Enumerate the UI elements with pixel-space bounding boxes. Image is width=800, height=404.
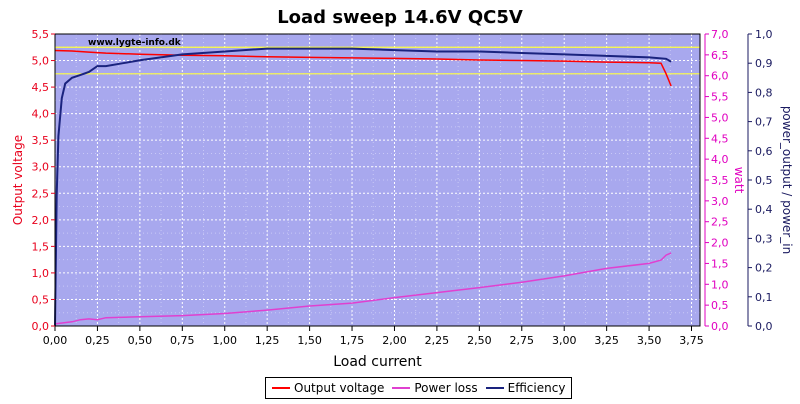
y-left-tick-label: 1,0 — [32, 267, 50, 280]
y-right2-tick-label: 0,8 — [755, 86, 773, 99]
y-left-tick-label: 3,0 — [32, 161, 50, 174]
y-right2-tick-label: 0,1 — [755, 291, 773, 304]
y-right2-tick-label: 0,3 — [755, 232, 773, 245]
y-left-tick-label: 5,5 — [32, 28, 50, 41]
y-right2-tick-label: 0,5 — [755, 174, 773, 187]
y-left-tick-label: 0,0 — [32, 320, 50, 333]
y-right1-tick-label: 5,0 — [711, 111, 729, 124]
legend-label-efficiency: Efficiency — [507, 381, 566, 395]
plot-frame — [54, 33, 701, 327]
y-right1-tick-label: 5,5 — [711, 91, 729, 104]
y-right1-tick-label: 7,0 — [711, 28, 729, 41]
legend-swatch-efficiency — [485, 387, 504, 389]
y-right1-tick-label: 2,0 — [711, 237, 729, 250]
watermark-text: www.lygte-info.dk — [88, 38, 182, 48]
x-tick-label: 1,00 — [212, 334, 237, 347]
series-line-efficiency — [54, 47, 672, 327]
legend-label-output-voltage: Output voltage — [294, 381, 385, 395]
legend-item-output-voltage: Output voltage — [272, 381, 384, 395]
y-right1-tick-label: 0,5 — [711, 299, 729, 312]
y-left-tick-label: 4,5 — [32, 81, 50, 94]
x-tick-label: 0,75 — [170, 334, 195, 347]
y-right2-tick-label: 1,0 — [755, 28, 773, 41]
legend-swatch-output-voltage — [272, 387, 290, 389]
y-right1-tick-label: 3,5 — [711, 174, 729, 187]
y-right1-tick-label: 3,0 — [711, 195, 729, 208]
y-right1-tick-label: 0,0 — [711, 320, 729, 333]
y-left-tick-label: 4,0 — [32, 108, 50, 121]
y-left-tick-label: 0,5 — [32, 293, 50, 306]
x-tick-label: 3,00 — [552, 334, 577, 347]
x-tick-label: 0,00 — [43, 334, 68, 347]
chart-legend: Output voltage Power loss Efficiency — [265, 377, 573, 399]
legend-label-power-loss: Power loss — [414, 381, 478, 395]
y-left-tick-label: 2,5 — [32, 187, 50, 200]
x-tick-label: 1,25 — [255, 334, 280, 347]
x-tick-label: 0,50 — [128, 334, 153, 347]
x-tick-label: 2,75 — [510, 334, 535, 347]
x-tick-label: 1,75 — [340, 334, 365, 347]
y-right1-axis-label: watt — [732, 167, 746, 194]
y-right1-tick-label: 1,0 — [711, 278, 729, 291]
y-right2-tick-label: 0,4 — [755, 203, 773, 216]
y-left-tick-label: 3,5 — [32, 134, 50, 147]
series-line-power-loss — [54, 252, 672, 325]
y-left-axis-label: Output voltage — [11, 135, 25, 225]
x-tick-label: 0,25 — [85, 334, 110, 347]
legend-swatch-power-loss — [392, 387, 411, 389]
y-right2-tick-label: 0,0 — [755, 320, 773, 333]
y-left-tick-label: 5,0 — [32, 55, 50, 68]
legend-item-power-loss: Power loss — [392, 381, 478, 395]
y-right2-tick-label: 0,6 — [755, 145, 773, 158]
y-left-tick-label: 1,5 — [32, 240, 50, 253]
y-right2-tick-label: 0,7 — [755, 116, 773, 129]
y-right1-tick-label: 4,0 — [711, 153, 729, 166]
y-right1-tick-label: 1,5 — [711, 257, 729, 270]
x-axis-label: Load current — [333, 354, 422, 370]
plot-background — [55, 34, 700, 326]
x-tick-label: 2,00 — [382, 334, 407, 347]
y-right1-tick-label: 6,5 — [711, 49, 729, 62]
y-right2-tick-label: 0,2 — [755, 262, 773, 275]
y-left-tick-label: 2,0 — [32, 214, 50, 227]
x-tick-label: 2,25 — [425, 334, 450, 347]
x-tick-label: 1,50 — [297, 334, 322, 347]
x-tick-label: 3,75 — [679, 334, 704, 347]
series-line-output-voltage — [54, 49, 672, 87]
y-right2-axis-label: power_output / power_in — [780, 106, 794, 254]
x-tick-label: 3,25 — [594, 334, 619, 347]
y-right1-tick-label: 4,5 — [711, 132, 729, 145]
legend-item-efficiency: Efficiency — [485, 381, 566, 395]
x-tick-label: 3,50 — [637, 334, 662, 347]
y-right1-tick-label: 6,0 — [711, 70, 729, 83]
x-tick-label: 2,50 — [467, 334, 492, 347]
y-right2-tick-label: 0,9 — [755, 57, 773, 70]
y-right1-tick-label: 2,5 — [711, 216, 729, 229]
chart-title: Load sweep 14.6V QC5V — [277, 7, 523, 28]
